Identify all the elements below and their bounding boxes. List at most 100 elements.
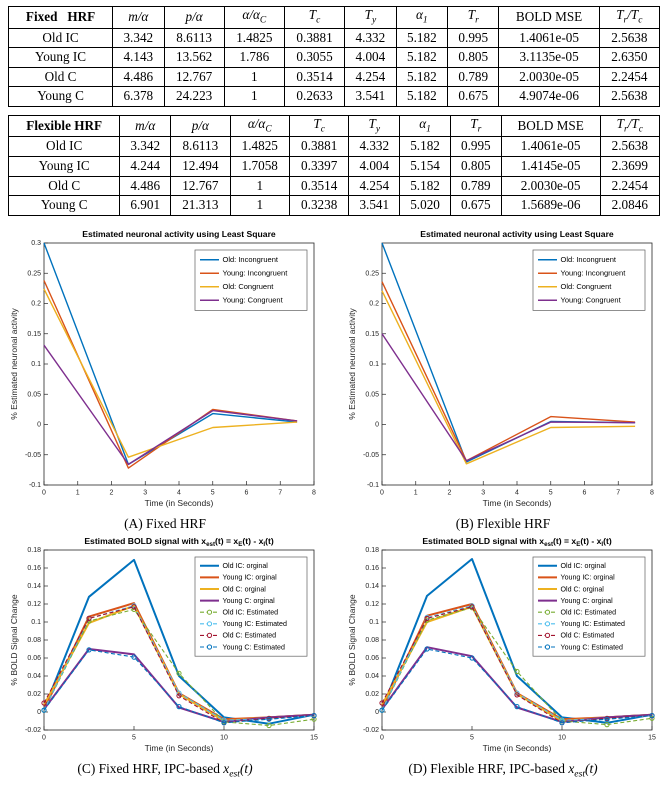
series-line	[43, 344, 298, 465]
table-header-cell: α1	[399, 114, 451, 138]
svg-text:0.15: 0.15	[365, 331, 379, 338]
value-cell: 24.223	[163, 86, 225, 107]
value-cell: 21.313	[170, 195, 231, 216]
table-row: Old C 4.486 12.767 1 0.3514 4.254 5.182 0.789 2.…	[7, 66, 661, 88]
chart-title: Estimated BOLD signal with xest(t) = xE(…	[84, 536, 274, 548]
value-cell: 2.0846	[599, 195, 661, 216]
series-line	[381, 645, 653, 723]
caption-c: (C) Fixed HRF, IPC-based xest(t)	[77, 760, 253, 780]
svg-text:3: 3	[481, 489, 485, 496]
series-group	[381, 242, 636, 465]
value-cell: 5.182	[395, 66, 449, 88]
value-cell: 5.182	[395, 86, 449, 107]
figure-c: 0 5 10 15 -0.02 0 0.02 0.04 0.06 0.08 0.1 0.12 0.14 0…	[8, 532, 322, 780]
table-row: Young IC 4.244 12.494 1.7058 0.3397 4.004 5.15…	[7, 156, 661, 177]
svg-text:8: 8	[650, 489, 654, 496]
svg-text:0.18: 0.18	[365, 547, 379, 554]
value-cell: 1.4061e-05	[498, 27, 600, 49]
value-cell: 4.9074e-06	[498, 86, 600, 107]
value-cell: 2.0030e-05	[498, 66, 600, 88]
series-group	[41, 558, 317, 728]
svg-text:Old C: Estimated: Old C: Estimated	[223, 631, 277, 639]
row-label-cell: Young IC	[7, 156, 121, 177]
svg-text:0.25: 0.25	[27, 270, 41, 277]
series-line	[381, 605, 653, 724]
value-cell: 3.541	[344, 86, 397, 107]
svg-text:Old IC: Estimated: Old IC: Estimated	[223, 608, 279, 616]
value-cell: 5.182	[395, 27, 449, 49]
value-cell: 8.6113	[170, 136, 231, 157]
svg-text:0.05: 0.05	[27, 391, 41, 398]
chart-svg-D: 0 5 10 15-0.0200.020.040.060.080.10.120.140…	[347, 536, 656, 753]
value-cell: 4.244	[119, 156, 172, 177]
svg-text:% Estimated neuronal activity: % Estimated neuronal activity	[347, 307, 357, 419]
value-cell: 1	[229, 195, 290, 216]
value-cell: 0.805	[449, 156, 502, 177]
svg-text:Old IC: orginal: Old IC: orginal	[561, 562, 607, 570]
svg-text:Young C: orginal: Young C: orginal	[561, 597, 614, 605]
svg-text:0.1: 0.1	[369, 619, 379, 626]
series-line	[381, 333, 636, 462]
table-header-cell: Fixed HRF	[7, 6, 114, 29]
series-line	[43, 647, 315, 723]
svg-text:0.05: 0.05	[365, 391, 379, 398]
value-cell: 0.675	[447, 86, 500, 107]
table-header-cell: m/α	[112, 6, 165, 29]
svg-text:Young: Incongruent: Young: Incongruent	[223, 268, 289, 277]
axes: 0 5 10 15-0.0200.020.040.060.080.10.120.140…	[363, 547, 656, 741]
value-cell: 1.5689e-06	[500, 195, 601, 216]
svg-text:Young C: Estimated: Young C: Estimated	[561, 643, 623, 651]
value-cell: 1.4825	[223, 27, 285, 49]
value-cell: 1	[229, 175, 290, 197]
neuronal-activity-row: 0 1 2 3 4 5 6 7 8 -0.1 -0.05 0 0.05 0.1 0.15 0.2 0.25 0.3…	[6, 225, 662, 532]
value-cell: 4.332	[344, 27, 397, 49]
svg-text:0.1: 0.1	[31, 619, 41, 626]
value-cell: 1.786	[223, 47, 285, 68]
svg-text:Old IC: Estimated: Old IC: Estimated	[561, 608, 617, 616]
table-header-cell: Tc	[288, 114, 350, 138]
svg-text:Young: Incongruent: Young: Incongruent	[561, 268, 627, 277]
svg-text:0.08: 0.08	[27, 637, 41, 644]
svg-text:2: 2	[448, 489, 452, 496]
series-line	[381, 648, 653, 724]
value-cell: 4.004	[344, 47, 397, 68]
value-cell: 0.675	[449, 195, 502, 216]
row-label-cell: Old C	[7, 175, 121, 197]
chart-neuronal-fixed: 0 1 2 3 4 5 6 7 8 -0.1 -0.05 0 0.05 0.1 0.15 0.2 0.25 0.3…	[8, 225, 322, 515]
table-row: Young C 6.901 21.313 1 0.3238 3.541 5.020 0.675…	[7, 195, 661, 216]
svg-text:5: 5	[470, 734, 474, 741]
svg-text:0.2: 0.2	[31, 301, 41, 308]
chart-neuronal-flexible: 0 1 2 3 4 5 6 7 8 -0.1 -0.05 0 0.05 0.1 0.15 0.2 0.25 Est…	[346, 225, 660, 515]
svg-text:Young IC: orginal: Young IC: orginal	[223, 573, 278, 581]
table-row: Young C 6.378 24.223 1 0.2633 3.541 5.182 0.675…	[7, 86, 661, 107]
table-row: Old IC 3.342 8.6113 1.4825 0.3881 4.332 5.182 0…	[7, 136, 661, 157]
table-header-cell: m/α	[119, 114, 172, 138]
table-header-cell: Tr/Tc	[598, 6, 661, 29]
svg-text:Old C: Estimated: Old C: Estimated	[561, 631, 615, 639]
row-label-cell: Old IC	[7, 27, 114, 49]
svg-text:15: 15	[310, 734, 318, 741]
row-label-cell: Old C	[7, 66, 114, 88]
svg-text:0: 0	[37, 709, 41, 716]
svg-text:5: 5	[549, 489, 553, 496]
table-header-cell: Flexible HRF	[7, 114, 121, 138]
svg-text:0.02: 0.02	[365, 691, 379, 698]
value-cell: 5.182	[395, 47, 449, 68]
legend: Old IC: orginal Young IC: orginal Old C: o…	[194, 556, 308, 657]
value-cell: 2.3699	[599, 156, 661, 177]
svg-text:0.04: 0.04	[365, 673, 379, 680]
svg-text:Old: Incongruent: Old: Incongruent	[223, 255, 279, 264]
svg-text:Young: Congruent: Young: Congruent	[223, 295, 284, 304]
value-cell: 0.2633	[283, 86, 346, 107]
chart-title: Estimated neuronal activity using Least …	[82, 229, 276, 239]
value-cell: 2.5638	[599, 136, 661, 157]
value-cell: 4.486	[119, 175, 172, 197]
table-header-cell: Ty	[348, 114, 401, 138]
value-cell: 0.789	[447, 66, 500, 88]
value-cell: 0.3514	[283, 66, 346, 88]
axes: 0 5 10 15-0.0200.020.040.060.080.10.120.140…	[25, 547, 318, 741]
table-header-cell: p/α	[163, 6, 225, 29]
row-label-cell: Young C	[7, 86, 114, 107]
table-header-row: Flexible HRF m/α p/α α/αC Tc Ty α1 Tr BOLD MSE Tr…	[7, 114, 661, 138]
table-row: Young IC 4.143 13.562 1.786 0.3055 4.004 5.182…	[7, 47, 661, 68]
